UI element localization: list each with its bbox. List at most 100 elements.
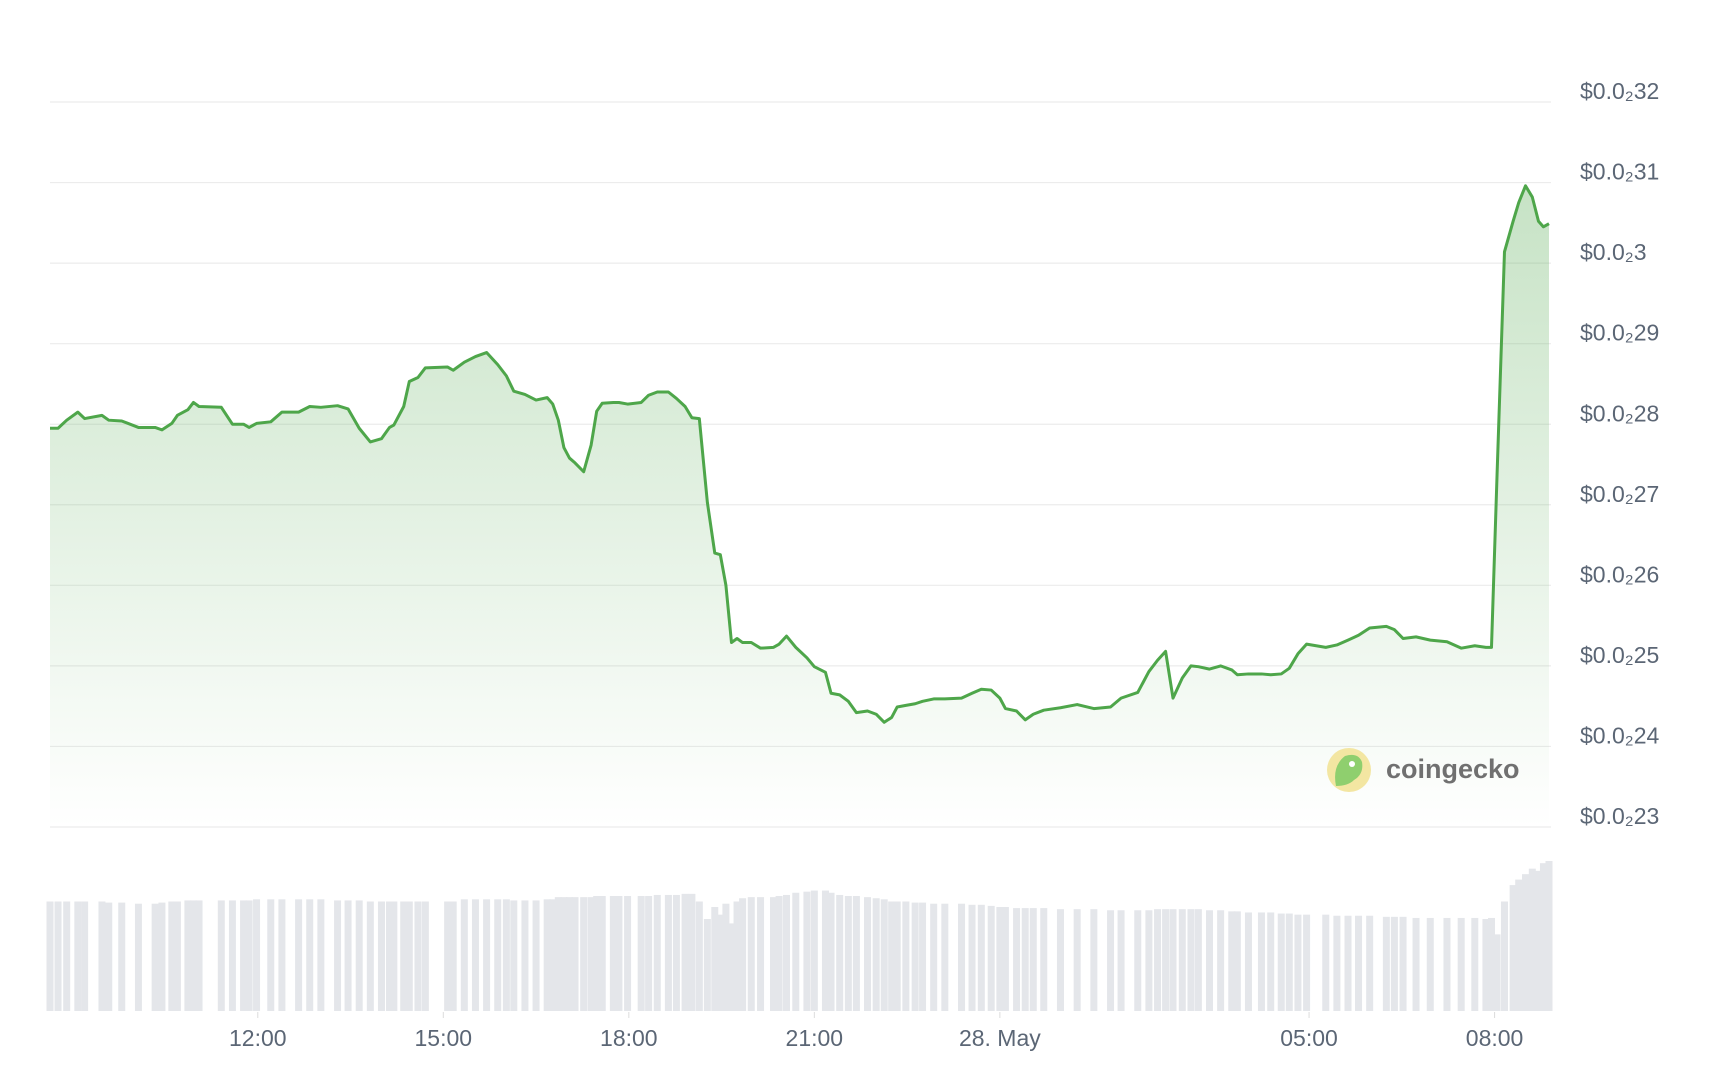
volume-bar xyxy=(792,892,800,1011)
volume-bar xyxy=(615,896,623,1011)
y-tick-label: $0.0₂25 xyxy=(1580,642,1659,668)
volume-bar xyxy=(571,897,579,1011)
volume-bar xyxy=(1534,870,1542,1011)
volume-bar xyxy=(444,901,452,1011)
volume-bar xyxy=(366,901,374,1011)
label-layer: $0.0₂23 $0.0₂24 $0.0₂25 $0.0₂26 $0.0₂27 $0.0₂… xyxy=(229,78,1659,1051)
volume-bar xyxy=(681,893,689,1011)
volume-bar xyxy=(844,896,852,1011)
volume-bar xyxy=(747,897,755,1011)
volume-bar xyxy=(267,899,275,1011)
volume-bar xyxy=(1528,868,1536,1011)
volume-bar xyxy=(1013,908,1021,1011)
volume-bar xyxy=(1303,914,1311,1011)
volume-bar xyxy=(471,899,479,1011)
volume-bar xyxy=(872,898,880,1011)
volume-bar xyxy=(98,901,106,1011)
volume-bar xyxy=(421,901,429,1011)
volume-bar xyxy=(1355,915,1363,1011)
volume-bar xyxy=(189,900,197,1011)
volume-bar xyxy=(593,896,601,1011)
price-line xyxy=(50,184,1550,724)
volume-bar xyxy=(919,902,927,1011)
x-tick-label: 05:00 xyxy=(1280,1025,1338,1051)
volume-bar xyxy=(158,902,166,1011)
y-tick-label: $0.0₂3 xyxy=(1580,239,1646,265)
x-tick-label: 12:00 xyxy=(229,1025,287,1051)
volume-bar xyxy=(217,900,225,1011)
volume-bar xyxy=(565,897,573,1011)
volume-bar xyxy=(1162,909,1170,1011)
volume-bar xyxy=(449,901,457,1011)
volume-bar xyxy=(941,903,949,1011)
volume-bar xyxy=(63,901,71,1011)
volume-bar xyxy=(930,903,938,1011)
y-tick-label: $0.0₂28 xyxy=(1580,400,1659,426)
volume-bar xyxy=(672,894,680,1011)
volume-bar xyxy=(173,901,181,1011)
volume-bar xyxy=(253,899,261,1011)
volume-bar xyxy=(1178,909,1186,1011)
volume-bar xyxy=(1522,874,1530,1011)
volume-bar xyxy=(757,897,765,1011)
volume-bar xyxy=(151,903,159,1011)
volume-bar xyxy=(1515,879,1523,1011)
volume-bar xyxy=(864,897,872,1011)
volume-bar xyxy=(118,902,126,1011)
volume-bar xyxy=(1545,861,1553,1011)
volume-bar xyxy=(1056,909,1064,1011)
volume-bar xyxy=(664,894,672,1011)
volume-bar xyxy=(1382,916,1390,1011)
volume-bar xyxy=(1399,916,1407,1011)
volume-bar xyxy=(560,897,568,1011)
volume-bar xyxy=(228,900,236,1011)
volume-bar xyxy=(836,894,844,1011)
volume-bar xyxy=(306,899,314,1011)
volume-bar xyxy=(1500,901,1508,1011)
volume-bar xyxy=(1205,910,1213,1011)
volume-bar xyxy=(888,901,896,1011)
volume-bar xyxy=(1482,919,1490,1011)
volume-bar xyxy=(637,896,645,1011)
volume-bar xyxy=(852,896,860,1011)
volume-bar xyxy=(739,898,747,1011)
volume-bar xyxy=(502,899,510,1011)
volume-bar xyxy=(1285,913,1293,1011)
volume-bar xyxy=(653,894,661,1011)
y-tick-label: $0.0₂29 xyxy=(1580,320,1659,346)
volume-bar xyxy=(168,901,176,1011)
volume-bar xyxy=(532,900,540,1011)
volume-bar xyxy=(1217,910,1225,1011)
volume-bar xyxy=(968,904,976,1011)
volume-bar xyxy=(1390,916,1398,1011)
volume-bar xyxy=(722,903,730,1011)
volume-bar xyxy=(880,899,888,1011)
y-tick-label: $0.0₂26 xyxy=(1580,561,1659,587)
volume-bar xyxy=(1539,863,1547,1011)
volume-bar xyxy=(405,901,413,1011)
volume-bar xyxy=(733,901,741,1011)
volume-bar xyxy=(105,902,113,1011)
volume-bar xyxy=(1090,909,1098,1011)
volume-bar xyxy=(334,900,342,1011)
volume-bar xyxy=(414,901,422,1011)
volume-bar xyxy=(1322,914,1330,1011)
volume-bar xyxy=(1040,908,1048,1011)
volume-bar xyxy=(711,906,719,1011)
volume-bar xyxy=(775,896,783,1011)
volume-bar xyxy=(911,902,919,1011)
volume-bar xyxy=(195,900,203,1011)
volume-bar xyxy=(1194,909,1202,1011)
volume-bar xyxy=(510,900,518,1011)
volume-bar xyxy=(386,901,394,1011)
volume-bar xyxy=(1145,910,1153,1011)
volume-bar xyxy=(549,899,557,1011)
volume-bar xyxy=(695,901,703,1011)
logo-shape xyxy=(1335,754,1363,786)
volume-bar xyxy=(1001,906,1009,1011)
volume-bar xyxy=(1443,917,1451,1011)
volume-bar xyxy=(46,901,54,1011)
volume-bar xyxy=(245,900,253,1011)
volume-bar xyxy=(1471,917,1479,1011)
